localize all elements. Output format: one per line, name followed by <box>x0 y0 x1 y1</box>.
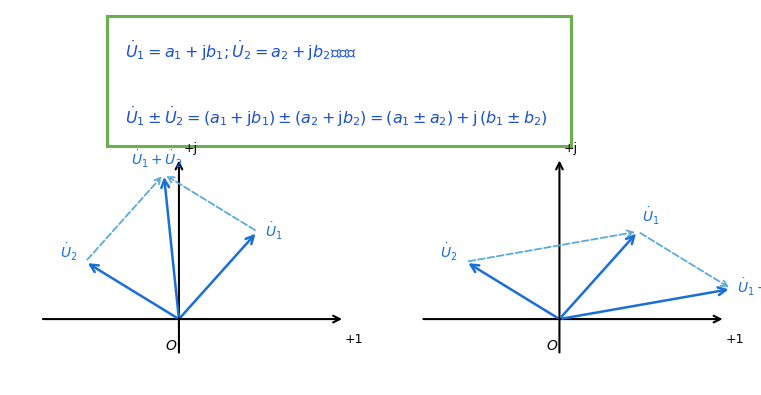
Text: $\dot{U}_1$: $\dot{U}_1$ <box>642 206 660 227</box>
Text: +1: +1 <box>345 333 364 346</box>
Text: $\dot{U}_1 = a_1 + \mathrm{j}b_1;\dot{U}_2 = a_2 + \mathrm{j}b_2$，则：: $\dot{U}_1 = a_1 + \mathrm{j}b_1;\dot{U}… <box>125 39 356 63</box>
Text: $\dot{U}_2$: $\dot{U}_2$ <box>441 242 458 263</box>
Text: $\dot{U}_1\pm\dot{U}_2=(a_1+\mathrm{j}b_1)\pm(a_2+\mathrm{j}b_2)=(a_1\pm a_2)+\m: $\dot{U}_1\pm\dot{U}_2=(a_1+\mathrm{j}b_… <box>125 105 548 130</box>
Text: $O$: $O$ <box>165 339 177 353</box>
Text: $\dot{U}_2$: $\dot{U}_2$ <box>60 242 78 263</box>
Text: $O$: $O$ <box>546 339 558 353</box>
Text: $\dot{U}_1$: $\dot{U}_1$ <box>265 221 282 242</box>
Text: +1: +1 <box>725 333 744 346</box>
Text: +j: +j <box>564 142 578 154</box>
Text: $\dot{U}_1-\dot{U}_2$: $\dot{U}_1-\dot{U}_2$ <box>737 277 761 298</box>
Text: +j: +j <box>183 142 198 154</box>
Text: $\dot{U}_1+\dot{U}_2$: $\dot{U}_1+\dot{U}_2$ <box>131 149 182 169</box>
